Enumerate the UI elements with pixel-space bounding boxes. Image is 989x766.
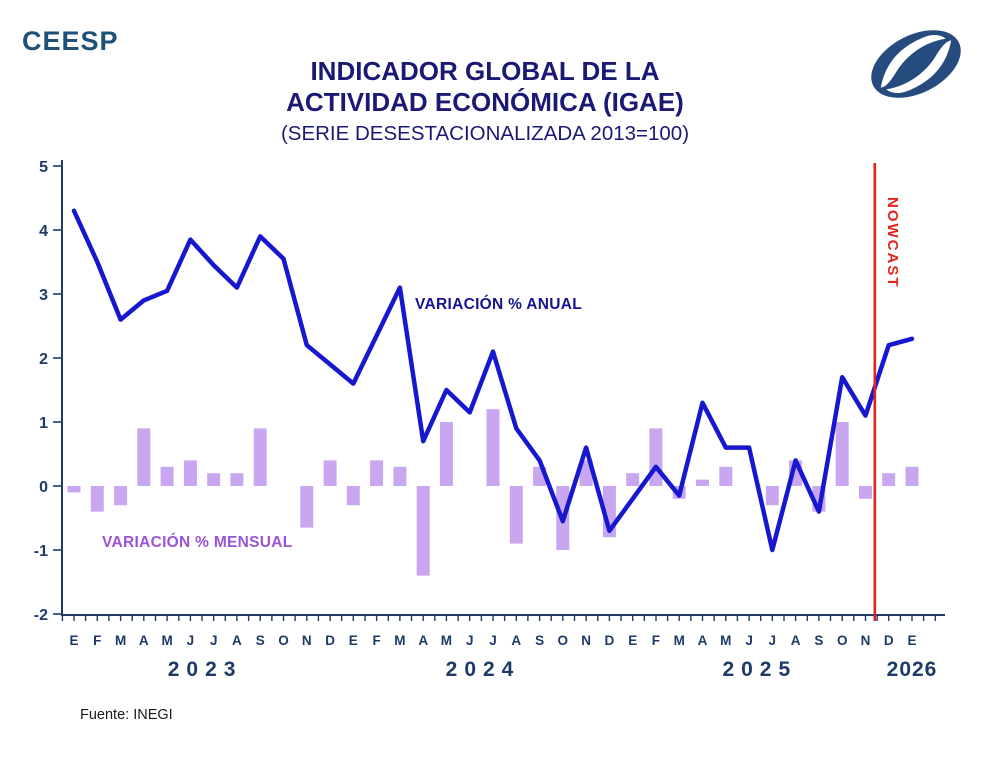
monthly-variation-bar bbox=[439, 422, 453, 486]
month-label: E bbox=[907, 633, 916, 648]
y-tick-label: 5 bbox=[39, 159, 48, 176]
monthly-variation-bar bbox=[696, 479, 709, 486]
month-label: M bbox=[161, 633, 172, 648]
monthly-variation-bar bbox=[160, 466, 174, 486]
month-label: J bbox=[210, 633, 218, 648]
month-label: J bbox=[489, 633, 497, 648]
monthly-variation-bar bbox=[486, 409, 500, 486]
y-tick-label: 0 bbox=[39, 479, 48, 496]
month-label: A bbox=[511, 633, 521, 648]
annual-series-label: VARIACIÓN % ANUAL bbox=[415, 296, 582, 313]
y-tick-label: 2 bbox=[39, 351, 48, 368]
y-tick-label: 3 bbox=[39, 287, 48, 304]
monthly-variation-bar bbox=[649, 428, 663, 486]
ceesp-mark-logo bbox=[871, 30, 961, 98]
nowcast-label: NOWCAST bbox=[884, 197, 901, 289]
month-label: S bbox=[535, 633, 544, 648]
month-label: A bbox=[139, 633, 149, 648]
monthly-variation-bar bbox=[137, 428, 151, 486]
month-label: J bbox=[466, 633, 474, 648]
month-label: A bbox=[232, 633, 242, 648]
month-label: O bbox=[278, 633, 289, 648]
monthly-variation-bar bbox=[719, 466, 733, 486]
monthly-variation-bar bbox=[346, 486, 360, 506]
month-label: F bbox=[93, 633, 101, 648]
month-label: M bbox=[394, 633, 405, 648]
monthly-series-label: VARIACIÓN % MENSUAL bbox=[102, 534, 293, 551]
monthly-variation-bar bbox=[393, 466, 407, 486]
month-label: S bbox=[256, 633, 265, 648]
month-label: M bbox=[720, 633, 731, 648]
year-label: 2025 bbox=[722, 658, 797, 681]
annual-variation-line bbox=[71, 208, 915, 553]
monthly-variation-bar bbox=[67, 486, 81, 493]
monthly-variation-bar bbox=[509, 486, 523, 544]
y-tick-label: -1 bbox=[34, 543, 48, 560]
monthly-variation-bar bbox=[300, 486, 314, 528]
monthly-variation-bar bbox=[183, 460, 197, 486]
monthly-variation-bar bbox=[114, 486, 128, 506]
month-label: S bbox=[814, 633, 823, 648]
logo-swoosh-bottom bbox=[886, 40, 952, 94]
year-label: 2026 bbox=[887, 658, 938, 681]
title-block: INDICADOR GLOBAL DE LA ACTIVIDAD ECONÓMI… bbox=[175, 56, 795, 148]
chart-title-line1: INDICADOR GLOBAL DE LA bbox=[310, 56, 660, 86]
month-label: E bbox=[349, 633, 358, 648]
monthly-variation-bar bbox=[859, 486, 872, 499]
monthly-variation-bar bbox=[626, 473, 640, 486]
monthly-variation-bar bbox=[905, 466, 919, 486]
y-tick-label: -2 bbox=[34, 607, 48, 624]
month-label: O bbox=[558, 633, 569, 648]
source-note: Fuente: INEGI bbox=[80, 707, 173, 723]
year-label: 2023 bbox=[168, 658, 243, 681]
month-label: A bbox=[791, 633, 801, 648]
ceesp-logo: CEESP bbox=[22, 26, 119, 56]
monthly-variation-bar bbox=[765, 486, 779, 506]
monthly-variation-bar bbox=[207, 473, 221, 486]
month-label: J bbox=[187, 633, 195, 648]
month-label: M bbox=[674, 633, 685, 648]
monthly-variation-bar bbox=[323, 460, 337, 486]
month-label: N bbox=[581, 633, 591, 648]
month-label: O bbox=[837, 633, 848, 648]
y-tick-label: 4 bbox=[39, 223, 48, 240]
month-label: N bbox=[302, 633, 312, 648]
chart-title-line2: ACTIVIDAD ECONÓMICA (IGAE) bbox=[286, 87, 684, 117]
month-label: N bbox=[861, 633, 871, 648]
month-label: M bbox=[115, 633, 126, 648]
month-label: F bbox=[652, 633, 660, 648]
monthly-variation-bar bbox=[253, 428, 267, 486]
month-label: J bbox=[769, 633, 777, 648]
monthly-variation-bar bbox=[416, 486, 430, 576]
month-label: A bbox=[418, 633, 428, 648]
monthly-variation-bar bbox=[230, 473, 244, 486]
monthly-variation-bar bbox=[835, 422, 849, 486]
month-label: D bbox=[605, 633, 615, 648]
y-tick-label: 1 bbox=[39, 415, 48, 432]
chart-subtitle: (SERIE DESESTACIONALIZADA 2013=100) bbox=[280, 122, 690, 145]
year-label: 2024 bbox=[446, 658, 521, 681]
month-label: D bbox=[884, 633, 894, 648]
month-label: J bbox=[745, 633, 753, 648]
logo-ellipse bbox=[871, 30, 961, 98]
monthly-variation-bar bbox=[370, 460, 384, 486]
month-label: D bbox=[325, 633, 335, 648]
month-label: E bbox=[628, 633, 637, 648]
monthly-variation-bar bbox=[882, 473, 896, 486]
month-label: M bbox=[441, 633, 452, 648]
logo-swoosh-top bbox=[880, 34, 946, 88]
month-label: E bbox=[69, 633, 78, 648]
month-label: F bbox=[372, 633, 380, 648]
monthly-variation-bar bbox=[90, 486, 104, 512]
month-label: A bbox=[698, 633, 708, 648]
